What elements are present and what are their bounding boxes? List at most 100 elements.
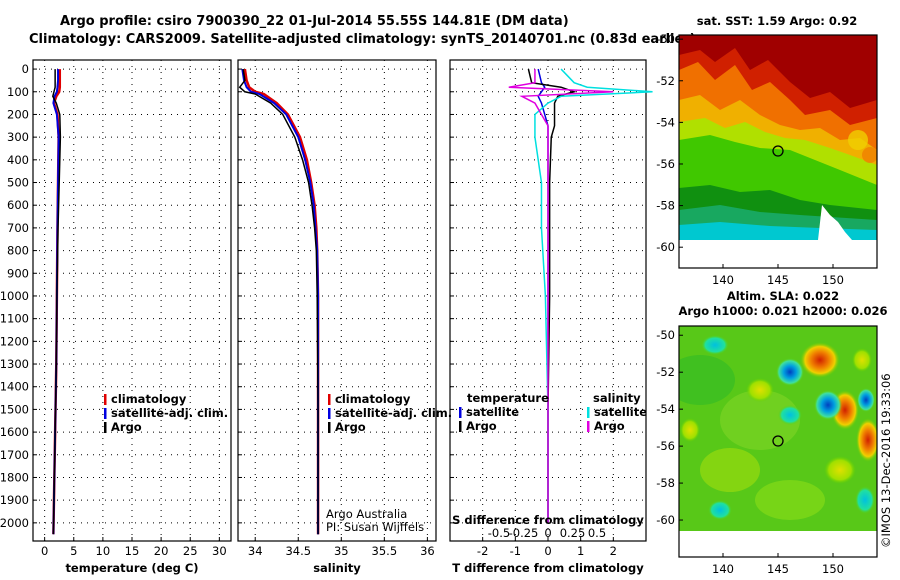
salinity-panel: 34 34.5 35 35.5 36 salinity climatologysatelli… (237, 59, 452, 575)
legend-swatch (587, 421, 590, 432)
x-tick-label: 0 (41, 544, 48, 558)
map-lat-label: -60 (656, 240, 675, 254)
sla-map-title: Altim. SLA: 0.022 (727, 289, 839, 303)
legend-swatch (459, 421, 462, 432)
sla-map: Altim. SLA: 0.022 Argo h1000: 0.021 h200… (656, 289, 887, 576)
copyright-stamp: ©IMOS 13-Dec-2016 19:33:06 (879, 373, 893, 548)
depth-tick-label: 500 (7, 176, 29, 190)
x-axis-label: salinity (313, 561, 361, 575)
series-s-satellite (534, 68, 653, 523)
depth-tick-label: 100 (7, 85, 29, 99)
attribution-text: PI: Susan Wijffels (326, 520, 424, 534)
sla-map-axes: 140 145 150 -50 -52 -54 -56 -58 -60 (656, 328, 844, 576)
x-axis-label: T difference from climatology (452, 561, 644, 575)
depth-tick-label: 1000 (0, 289, 29, 303)
series-argo (52, 69, 62, 535)
legend-swatch (104, 422, 107, 433)
map-lat-label: -50 (656, 328, 675, 342)
depth-tick-label: 0 (22, 62, 29, 76)
x-tick-label: 34 (248, 544, 263, 558)
legend-label: satellite-adj. clim. (111, 406, 228, 420)
x-tick-label: 36 (420, 544, 435, 558)
sst-map-field (679, 35, 877, 268)
legend-salinity-title: salinity (593, 391, 641, 405)
x-tick-label: 25 (183, 544, 198, 558)
depth-tick-label: 1500 (0, 402, 29, 416)
legend-swatch (587, 407, 590, 418)
map-lat-label: -58 (656, 476, 675, 490)
x-tick-label: -2 (477, 544, 488, 558)
sst-map-title: sat. SST: 1.59 Argo: 0.92 (697, 14, 857, 28)
x-tick-label: 15 (125, 544, 140, 558)
map-lat-label: -52 (656, 74, 675, 88)
title-line-1: Argo profile: csiro 7900390_22 01-Jul-20… (60, 14, 569, 29)
map-lat-label: -60 (656, 513, 675, 527)
depth-tick-label: 900 (7, 266, 29, 280)
legend-swatch (328, 422, 331, 433)
depth-tick-label: 200 (7, 107, 29, 121)
sla-map-field (679, 326, 877, 557)
legend-swatch (328, 394, 331, 405)
depth-tick-label: 600 (7, 198, 29, 212)
x-tick-label: 1 (577, 544, 584, 558)
depth-tick-label: 1400 (0, 380, 29, 394)
map-lon-label: 145 (767, 273, 789, 287)
depth-tick-label: 1700 (0, 448, 29, 462)
map-lat-label: -56 (656, 157, 675, 171)
legend-label: climatology (335, 392, 411, 406)
x-tick-label: 20 (154, 544, 169, 558)
sst-map: sat. SST: 1.59 Argo: 0.92 140 145 150 -50 -5… (656, 14, 878, 287)
x-tick-label: -1 (510, 544, 521, 558)
difference-panel: -2 -1 0 1 2 T difference from climatology -0.5… (449, 59, 653, 575)
series-satellite-adj-clim- (241, 68, 320, 535)
map-lat-label: -58 (656, 199, 675, 213)
x-tick-label: 30 (212, 544, 227, 558)
sst-argo-location-marker (772, 145, 784, 157)
legend-swatch (104, 394, 107, 405)
depth-tick-label: 300 (7, 130, 29, 144)
legend-label: satellite (466, 405, 519, 419)
legend-label: Argo (111, 420, 142, 434)
s-diff-tick-label: 0.5 (588, 526, 606, 540)
legend-label: satellite-adj. clim. (335, 406, 452, 420)
depth-tick-label: 2000 (0, 516, 29, 530)
legend-label: climatology (111, 392, 187, 406)
map-lon-label: 150 (822, 273, 844, 287)
legend-swatch (104, 408, 107, 419)
panel-frame (237, 59, 437, 542)
x-tick-label: 2 (610, 544, 617, 558)
panel-frame (32, 59, 232, 542)
attribution-text: Argo Australia (326, 507, 407, 521)
series-t-argo (527, 68, 577, 523)
x-tick-label: 0 (544, 544, 551, 558)
legend-label: satellite (594, 405, 647, 419)
legend-label: Argo (335, 420, 366, 434)
x-tick-label: 35.5 (372, 544, 398, 558)
map-lat-label: -54 (656, 115, 675, 129)
legend-label: Argo (466, 419, 497, 433)
depth-tick-label: 1100 (0, 312, 29, 326)
depth-tick-label: 1600 (0, 425, 29, 439)
s-diff-tick-label: -0.25 (509, 526, 539, 540)
s-diff-tick-label: 0 (544, 526, 551, 540)
sla-argo-location-marker (772, 435, 784, 447)
depth-tick-label: 1800 (0, 470, 29, 484)
map-lat-label: -50 (656, 32, 675, 46)
panel-frame (449, 59, 647, 542)
legend-label: Argo (594, 419, 625, 433)
s-diff-axis-label: S difference from climatology (452, 513, 644, 527)
map-lon-label: 150 (822, 562, 844, 576)
depth-tick-label: 400 (7, 153, 29, 167)
sst-map-axes: 140 145 150 -50 -52 -54 -56 -58 -60 (656, 32, 844, 287)
x-tick-label: 35 (334, 544, 349, 558)
map-lat-label: -54 (656, 402, 675, 416)
x-tick-label: 10 (96, 544, 111, 558)
depth-tick-label: 700 (7, 221, 29, 235)
temperature-panel: 0 5 10 15 20 25 300100200300400500600700800900… (0, 59, 232, 575)
x-tick-label: 5 (70, 544, 77, 558)
depth-tick-label: 1200 (0, 334, 29, 348)
depth-tick-label: 1900 (0, 493, 29, 507)
map-lon-label: 140 (712, 273, 734, 287)
map-lon-label: 140 (712, 562, 734, 576)
